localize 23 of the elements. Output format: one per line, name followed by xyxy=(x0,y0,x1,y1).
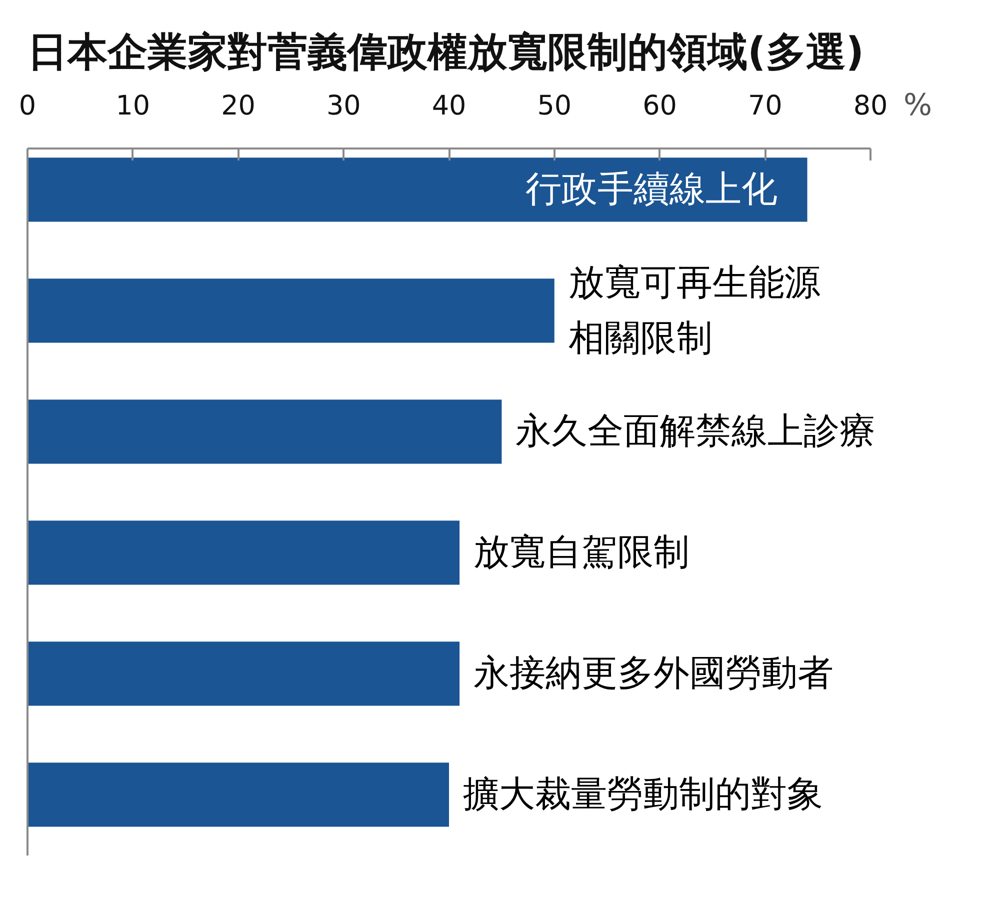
y-tick-label: 永接納更多外國勞動者 xyxy=(474,653,834,694)
x-tick-label: 20 xyxy=(221,90,256,122)
bar xyxy=(28,158,808,222)
bar xyxy=(28,278,554,343)
x-tick-label: 50 xyxy=(537,90,572,122)
x-tick-label: 80 xyxy=(853,90,888,122)
x-axis-title: % xyxy=(904,88,932,123)
bar xyxy=(28,520,460,585)
x-tick-label: 40 xyxy=(432,90,466,122)
bar xyxy=(28,400,502,464)
chart-title: 日本企業家對菅義偉政權放寬限制的領域(多選) xyxy=(28,30,864,76)
y-tick-label: 放寬自駕限制 xyxy=(474,532,690,574)
y-tick-label: 擴大裁量勞動制的對象 xyxy=(463,774,823,816)
y-tick-label: 放寬可再生能源相關限制 xyxy=(568,262,820,359)
x-tick-label: 30 xyxy=(326,90,361,122)
bar xyxy=(28,642,460,706)
y-tick-label: 行政手續線上化 xyxy=(525,169,778,210)
x-tick-label: 10 xyxy=(116,90,150,122)
bar xyxy=(28,762,449,827)
x-tick-label: 70 xyxy=(748,90,782,122)
x-tick-label: 0 xyxy=(18,90,36,122)
y-tick-label: 永久全面解禁線上診療 xyxy=(516,411,876,452)
x-tick-label: 60 xyxy=(642,90,677,122)
